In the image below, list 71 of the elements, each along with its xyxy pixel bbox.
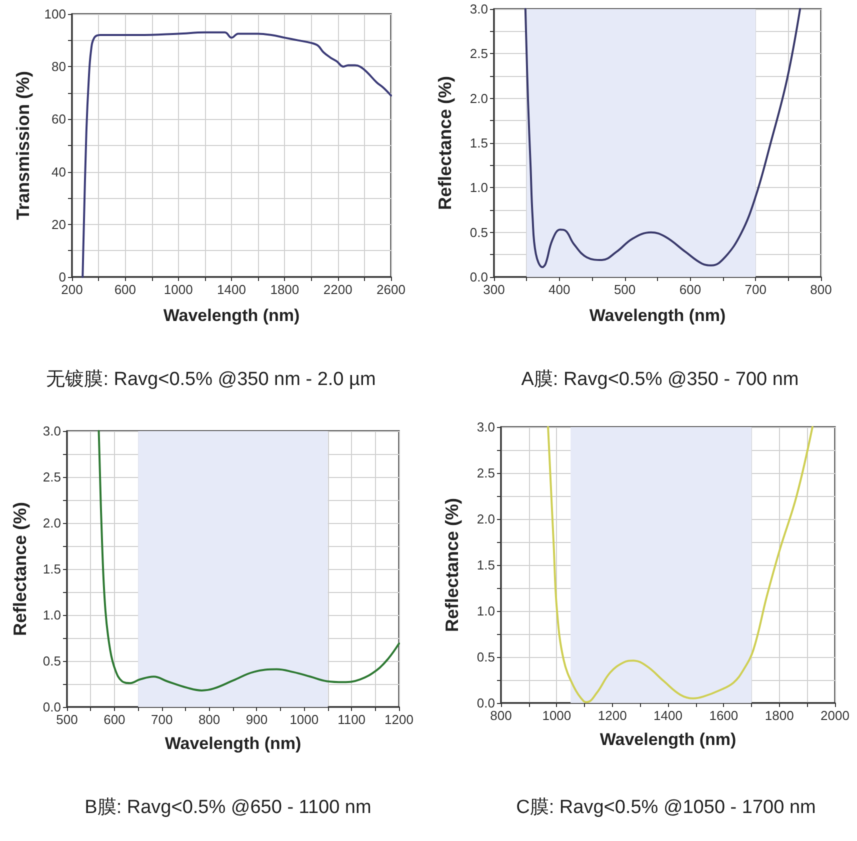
x-tick-label: 1800: [270, 282, 300, 297]
y-tick-label: 0.5: [42, 654, 61, 668]
y-tick-label: 2.5: [470, 46, 488, 62]
y-tick-label: 2.0: [476, 512, 495, 526]
x-tick-label: 500: [614, 282, 636, 297]
x-tick-label: 1000: [542, 708, 572, 723]
y-tick-label: 1.0: [42, 608, 61, 622]
x-tick-label: 600: [679, 282, 702, 297]
x-tick-label: 800: [810, 282, 832, 297]
x-tick-label: 1400: [654, 708, 682, 723]
x-axis-title: Wavelength (nm): [589, 306, 726, 325]
y-tick-label: 3.0: [476, 420, 495, 434]
y-tick-label: 3.0: [42, 424, 61, 438]
line-series: [547, 426, 814, 704]
y-tick-label: 0.5: [476, 650, 495, 664]
x-tick-label: 800: [198, 712, 220, 727]
x-tick-label: 300: [483, 282, 505, 297]
x-tick-label: 2600: [376, 282, 406, 297]
y-tick-label: 0.5: [470, 224, 488, 240]
y-tick-label: 20: [52, 216, 66, 232]
line-series: [524, 8, 802, 268]
y-tick-label: 0.0: [476, 696, 495, 710]
x-tick-label: 1100: [338, 712, 366, 727]
y-axis-title: Transmission (%): [13, 70, 33, 220]
x-tick-label: 900: [246, 712, 268, 727]
x-tick-label: 1200: [384, 712, 414, 727]
x-tick-label: 600: [114, 282, 136, 297]
y-tick-label: 0.0: [42, 700, 61, 714]
x-tick-label: 1200: [598, 708, 627, 723]
y-tick-label: 100: [44, 6, 66, 22]
x-tick-label: 1000: [290, 712, 319, 727]
x-axis-title: Wavelength (nm): [600, 730, 736, 749]
text: A膜: Ravg<0.5% @350 - 700 nm: [520, 368, 800, 392]
y-tick-label: 1.5: [470, 136, 488, 150]
x-tick-label: 600: [104, 712, 126, 727]
text: 无镀膜: Ravg<0.5% @350 nm - 2.0 µm: [45, 368, 377, 392]
x-tick-label: 700: [744, 282, 766, 297]
y-tick-label: 60: [52, 112, 66, 127]
x-tick-label: 200: [61, 282, 83, 297]
text: B膜: Ravg<0.5% @650 - 1100 nm: [84, 796, 372, 820]
y-tick-label: 1.5: [42, 562, 61, 576]
y-tick-label: 2.0: [42, 516, 61, 530]
x-tick-label: 2200: [323, 282, 352, 297]
x-tick-label: 1000: [164, 282, 193, 297]
x-tick-label: 1800: [764, 708, 794, 723]
text: C膜: Ravg<0.5% @1050 - 1700 nm: [515, 796, 817, 820]
x-tick-label: 1600: [709, 708, 738, 723]
x-tick-label: 800: [490, 708, 512, 723]
line-series: [98, 430, 400, 692]
y-tick-label: 1.0: [476, 604, 495, 618]
y-axis-title: Reflectance (%): [435, 76, 455, 210]
y-tick-label: 1.0: [470, 180, 488, 196]
line-series: [82, 31, 392, 278]
y-tick-label: 2.0: [470, 90, 488, 106]
y-tick-label: 0: [58, 270, 66, 284]
x-axis-title: Wavelength (nm): [163, 306, 300, 325]
y-axis-title: Reflectance (%): [10, 502, 30, 636]
x-tick-label: 2000: [820, 708, 850, 723]
y-axis-title: Reflectance (%): [442, 498, 462, 632]
y-tick-label: 2.5: [476, 466, 495, 480]
y-tick-label: 80: [52, 59, 66, 74]
x-tick-label: 400: [548, 282, 570, 297]
x-tick-label: 1400: [217, 282, 246, 297]
x-axis-title: Wavelength (nm): [164, 734, 302, 753]
y-tick-label: 2.5: [42, 470, 61, 484]
y-tick-label: 1.5: [476, 558, 495, 572]
x-tick-label: 500: [56, 712, 78, 727]
y-tick-label: 0.0: [470, 270, 488, 284]
y-tick-label: 3.0: [470, 2, 488, 16]
y-tick-label: 40: [52, 164, 66, 180]
x-tick-label: 700: [151, 712, 173, 727]
